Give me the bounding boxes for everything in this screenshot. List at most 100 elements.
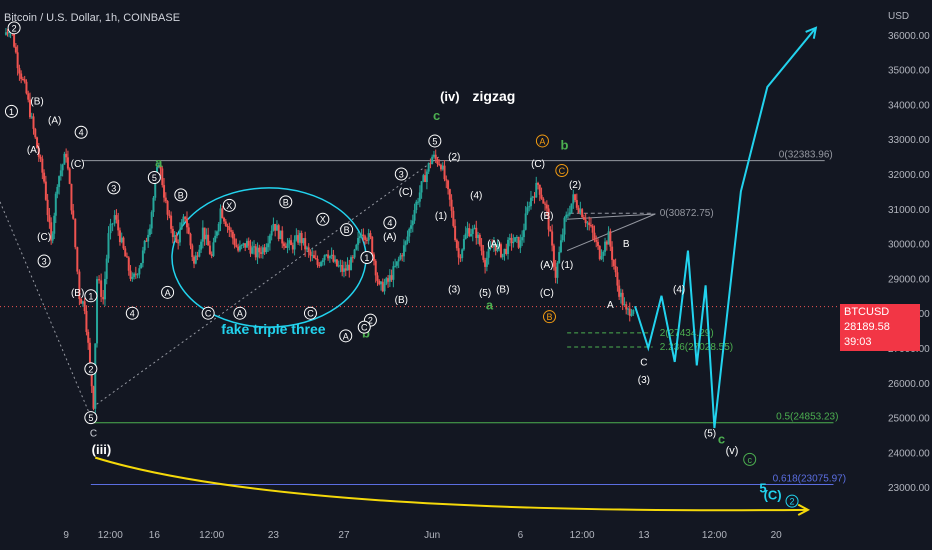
label-text: C — [559, 166, 566, 176]
y-tick-label: 36000.00 — [888, 31, 930, 42]
candle-body — [514, 237, 517, 242]
label-circle — [340, 223, 354, 237]
candle-body — [221, 208, 224, 218]
badge-countdown: 39:03 — [844, 336, 872, 348]
candle-body — [288, 240, 291, 244]
candle-body — [353, 249, 356, 258]
label-circle — [360, 251, 374, 265]
candle-body — [462, 238, 465, 250]
candle-body — [332, 254, 335, 262]
candle-body — [198, 249, 201, 257]
candle-body — [432, 154, 435, 157]
candle-body — [621, 292, 624, 306]
candle-body — [25, 81, 28, 94]
candle-body — [251, 247, 254, 254]
fib-label: 0.5(24853.23) — [776, 412, 838, 423]
label-circle — [555, 164, 569, 178]
circled-wave-label: 1 — [4, 104, 18, 118]
candle-body — [27, 93, 30, 100]
candle-body — [286, 243, 289, 248]
circled-wave-label: A — [535, 134, 549, 148]
candle-body — [182, 216, 185, 223]
y-tick-label: 35000.00 — [888, 66, 930, 77]
candle-body — [311, 255, 314, 257]
candle-body — [420, 181, 423, 193]
candle-body — [13, 32, 16, 47]
circled-wave-label: 3 — [394, 167, 408, 181]
label-circle — [222, 198, 236, 212]
candle-body — [120, 237, 123, 243]
label-text: 4 — [387, 218, 392, 228]
candle-body — [517, 236, 520, 248]
circled-wave-label: 4 — [125, 306, 139, 320]
candle-body — [402, 245, 405, 257]
candle-body — [129, 270, 132, 279]
candle-body — [152, 197, 155, 213]
candle-body — [261, 247, 264, 254]
candle-body — [628, 308, 631, 316]
wave-label: (iv) — [440, 89, 460, 104]
label-text: 4 — [79, 128, 84, 138]
candle-body — [201, 227, 204, 242]
candle-body — [357, 238, 360, 245]
candle-body — [219, 208, 222, 224]
candle-body — [464, 233, 467, 239]
candle-body — [180, 222, 183, 230]
label-circle — [303, 306, 317, 320]
candle-body — [339, 265, 342, 267]
candle-body — [570, 203, 573, 213]
candle-body — [314, 258, 317, 260]
candle-body — [424, 175, 427, 182]
candle-body — [505, 248, 508, 254]
projection-path — [634, 26, 818, 429]
candle-body — [411, 220, 414, 226]
candle-body — [300, 233, 303, 244]
candle-body — [577, 207, 580, 213]
candle-body — [178, 229, 181, 243]
wave-label: (3) — [638, 375, 650, 386]
candle-body — [489, 246, 492, 249]
candle-body — [499, 244, 502, 258]
candle-body — [254, 246, 257, 258]
candle-body — [563, 217, 566, 235]
circled-wave-label: C — [303, 306, 317, 320]
candle-body — [574, 194, 577, 201]
trend-line-dotted — [92, 156, 440, 408]
candle-body — [126, 256, 129, 258]
circled-wave-label: X — [222, 198, 236, 212]
candle-body — [245, 240, 248, 248]
label-circle — [383, 216, 397, 230]
label-circle — [339, 329, 353, 343]
circled-wave-label: 5 — [147, 170, 161, 184]
candle-body — [187, 227, 190, 234]
candle-body — [312, 255, 315, 259]
label-text: 3 — [42, 257, 47, 267]
candle-body — [399, 255, 402, 260]
candle-body — [30, 116, 33, 118]
candle-body — [189, 233, 192, 246]
circled-wave-label: 2 — [785, 494, 799, 508]
candle-body — [283, 243, 286, 247]
candle-body — [607, 231, 610, 245]
candle-body — [72, 210, 75, 219]
last-price-badge[interactable]: BTCUSD 28189.58 39:03 — [840, 304, 920, 351]
candle-body — [593, 232, 596, 240]
label-text: 1 — [88, 291, 93, 301]
candle-body — [395, 261, 398, 266]
label-text: B — [283, 197, 289, 207]
candle-body — [277, 225, 280, 240]
candle-body — [436, 158, 439, 165]
candle-body — [265, 247, 268, 253]
candle-body — [561, 234, 564, 241]
candle-body — [508, 237, 511, 240]
candle-body — [480, 244, 483, 251]
candle-body — [122, 237, 125, 249]
projection-line — [634, 27, 817, 429]
candle-body — [626, 308, 629, 310]
candle-body — [588, 222, 591, 226]
label-circle — [535, 134, 549, 148]
candle-body — [134, 273, 137, 275]
candle-body — [533, 196, 536, 198]
